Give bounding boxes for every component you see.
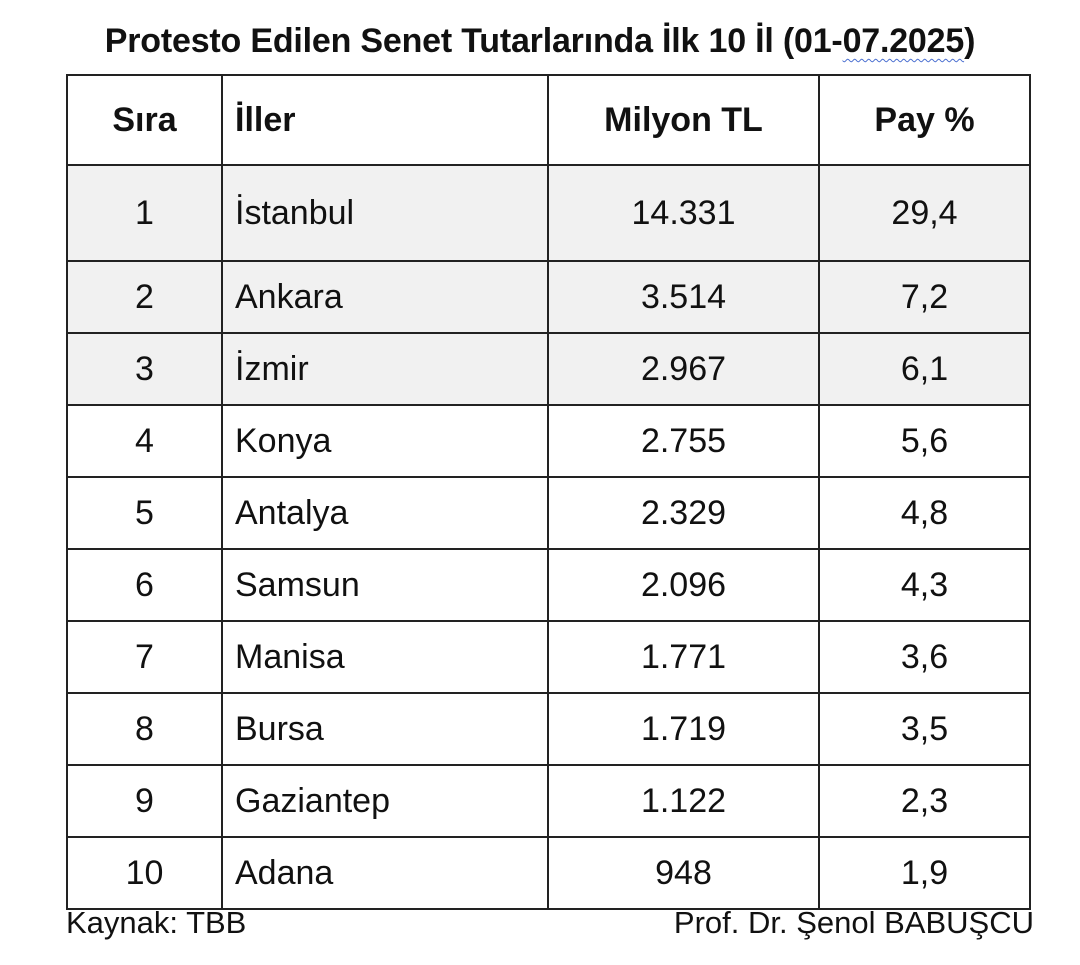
table-row: 2 Ankara 3.514 7,2 [66, 260, 1031, 334]
cell-share: 1,9 [818, 836, 1031, 910]
cell-rank: 3 [66, 332, 223, 406]
table-body: 1 İstanbul 14.331 29,4 2 Ankara 3.514 7,2 3 İzmir… [66, 164, 1031, 910]
cell-share: 2,3 [818, 764, 1031, 838]
cell-rank: 9 [66, 764, 223, 838]
cell-amount: 948 [547, 836, 820, 910]
cell-rank: 7 [66, 620, 223, 694]
cell-amount: 14.331 [547, 164, 820, 262]
cell-amount: 1.771 [547, 620, 820, 694]
header-share: Pay % [818, 74, 1031, 166]
cell-city: İzmir [221, 332, 549, 406]
cell-rank: 10 [66, 836, 223, 910]
title-date-part: 07.2025 [842, 22, 965, 60]
cell-share: 4,3 [818, 548, 1031, 622]
table-row: 1 İstanbul 14.331 29,4 [66, 164, 1031, 262]
table-header: Sıra İller Milyon TL Pay % [66, 74, 1031, 166]
table-row: 10 Adana 948 1,9 [66, 836, 1031, 910]
cell-amount: 2.967 [547, 332, 820, 406]
cell-share: 29,4 [818, 164, 1031, 262]
table-row: 4 Konya 2.755 5,6 [66, 404, 1031, 478]
ranking-table: Sıra İller Milyon TL Pay % 1 İstanbul 14.3… [66, 74, 1031, 910]
cell-share: 6,1 [818, 332, 1031, 406]
cell-city: Bursa [221, 692, 549, 766]
table-row: 9 Gaziantep 1.122 2,3 [66, 764, 1031, 838]
cell-city: Gaziantep [221, 764, 549, 838]
table-title: Protesto Edilen Senet Tutarlarında İlk 1… [0, 22, 1080, 61]
cell-amount: 1.719 [547, 692, 820, 766]
cell-city: Samsun [221, 548, 549, 622]
table-row: 3 İzmir 2.967 6,1 [66, 332, 1031, 406]
cell-rank: 6 [66, 548, 223, 622]
cell-city: Antalya [221, 476, 549, 550]
cell-share: 7,2 [818, 260, 1031, 334]
header-amount: Milyon TL [547, 74, 820, 166]
cell-amount: 2.329 [547, 476, 820, 550]
cell-rank: 5 [66, 476, 223, 550]
cell-rank: 2 [66, 260, 223, 334]
table-row: 7 Manisa 1.771 3,6 [66, 620, 1031, 694]
header-row: Sıra İller Milyon TL Pay % [66, 74, 1031, 166]
cell-city: İstanbul [221, 164, 549, 262]
cell-city: Manisa [221, 620, 549, 694]
cell-rank: 1 [66, 164, 223, 262]
header-rank: Sıra [66, 74, 223, 166]
cell-city: Adana [221, 836, 549, 910]
cell-amount: 2.755 [547, 404, 820, 478]
cell-amount: 1.122 [547, 764, 820, 838]
header-city: İller [221, 74, 549, 166]
cell-amount: 2.096 [547, 548, 820, 622]
title-end: ) [964, 22, 976, 60]
cell-rank: 8 [66, 692, 223, 766]
title-main: Protesto Edilen Senet Tutarlarında İlk 1… [104, 22, 843, 60]
cell-city: Konya [221, 404, 549, 478]
source-note: Kaynak: TBB [66, 905, 247, 940]
cell-share: 3,5 [818, 692, 1031, 766]
cell-share: 5,6 [818, 404, 1031, 478]
cell-amount: 3.514 [547, 260, 820, 334]
cell-rank: 4 [66, 404, 223, 478]
cell-city: Ankara [221, 260, 549, 334]
cell-share: 3,6 [818, 620, 1031, 694]
table-row: 6 Samsun 2.096 4,3 [66, 548, 1031, 622]
table-row: 8 Bursa 1.719 3,5 [66, 692, 1031, 766]
cell-share: 4,8 [818, 476, 1031, 550]
author-note: Prof. Dr. Şenol BABUŞCU [673, 905, 1034, 940]
table-row: 5 Antalya 2.329 4,8 [66, 476, 1031, 550]
